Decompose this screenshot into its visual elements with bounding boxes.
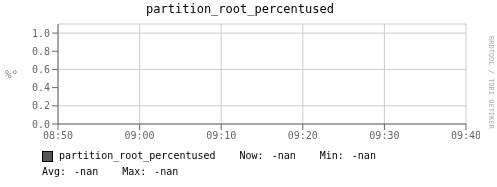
svg-text:0.2: 0.2	[32, 100, 50, 111]
html-text:Min:: Min:	[319, 150, 344, 161]
svg-text:0.6: 0.6	[32, 64, 50, 75]
html-text:-nan: -nan	[271, 150, 296, 161]
html-text:-nan: -nan	[351, 150, 376, 161]
html-text:Max:: Max:	[122, 166, 147, 177]
svg-text:09:10: 09:10	[206, 130, 236, 141]
svg-text:09:40: 09:40	[451, 130, 480, 141]
html-text:Now:: Now:	[239, 150, 264, 161]
svg-text:0.4: 0.4	[32, 82, 50, 93]
svg-text:09:00: 09:00	[125, 130, 155, 141]
html-text:partition_root_percentused: partition_root_percentused	[59, 150, 216, 161]
svg-text:08:50: 08:50	[43, 130, 73, 141]
html-text:RRDTOOL / TOBI OETIKER: RRDTOOL / TOBI OETIKER	[487, 35, 495, 129]
svg-text:%°: %°	[8, 68, 18, 81]
html-text:-nan: -nan	[74, 166, 99, 177]
svg-text:0.8: 0.8	[32, 46, 50, 57]
svg-text:09:30: 09:30	[369, 130, 399, 141]
html-text:partition_root_percentused: partition_root_percentused	[146, 2, 334, 16]
html-text:-nan: -nan	[154, 166, 179, 177]
svg-text:0.0: 0.0	[32, 119, 50, 130]
html-text:Avg:: Avg:	[42, 166, 67, 177]
svg-text:1.0: 1.0	[32, 28, 50, 39]
svg-text:09:20: 09:20	[288, 130, 318, 141]
